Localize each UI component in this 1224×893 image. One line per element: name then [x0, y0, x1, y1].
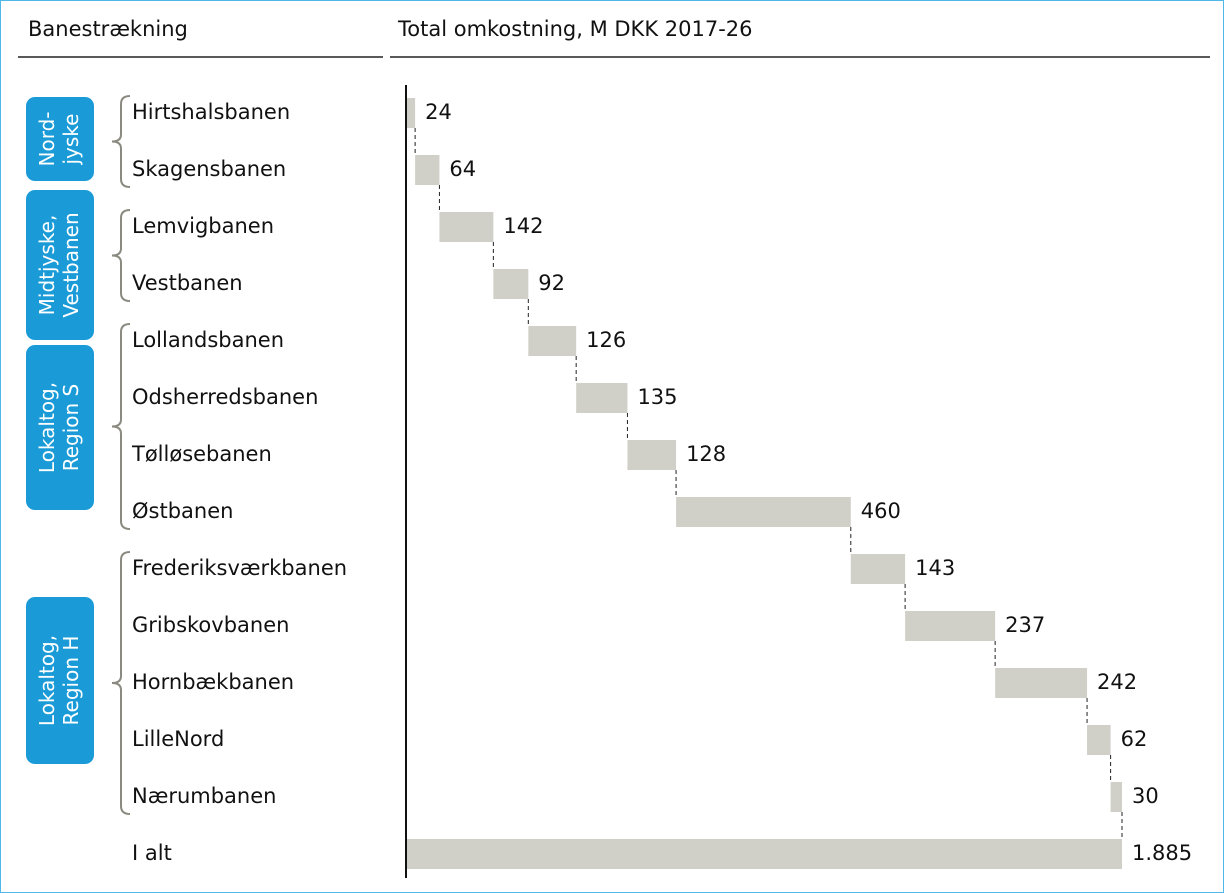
category-label: Gribskovbanen	[132, 613, 289, 637]
category-label: Hornbækbanen	[132, 670, 294, 694]
group-label: Lokaltog,Region H	[35, 635, 83, 726]
bar	[850, 554, 906, 584]
group-label-line: jyske	[59, 114, 83, 166]
bar	[1110, 782, 1122, 812]
group-brace	[111, 323, 131, 530]
category-label: I alt	[132, 841, 172, 865]
category-label: Vestbanen	[132, 271, 243, 295]
bar	[1087, 725, 1111, 755]
bar	[627, 440, 677, 470]
value-label: 143	[915, 556, 955, 580]
category-label: Tølløsebanen	[131, 442, 272, 466]
bar	[676, 497, 851, 527]
group-brace	[111, 209, 131, 302]
category-label: Hirtshalsbanen	[132, 100, 290, 124]
group-label-line: Vestbanen	[59, 212, 83, 317]
bar	[576, 383, 628, 413]
value-label: 460	[861, 499, 901, 523]
group-label-line: Region H	[59, 636, 83, 726]
group-box	[26, 345, 94, 510]
group-label-line: Lokaltog,	[35, 635, 59, 726]
bar	[415, 155, 440, 185]
category-label: Skagensbanen	[132, 157, 286, 181]
value-label: 242	[1097, 670, 1137, 694]
bar	[406, 98, 416, 128]
value-label: 30	[1132, 784, 1159, 808]
category-label: Lemvigbanen	[132, 214, 274, 238]
bar	[905, 611, 996, 641]
group-label-line: Region S	[59, 384, 83, 472]
group-label: Midtjyske,Vestbanen	[35, 212, 83, 317]
chart-title: Total omkostning, M DKK 2017-26	[397, 17, 753, 41]
group-label-line: Midtjyske,	[35, 215, 59, 316]
value-label: 92	[538, 271, 565, 295]
category-label: Lollandsbanen	[132, 328, 284, 352]
category-header: Banestrækning	[28, 17, 188, 41]
group-brace	[111, 551, 131, 815]
value-label: 62	[1121, 727, 1148, 751]
value-label: 135	[637, 385, 677, 409]
group-label: Lokaltog,Region S	[35, 382, 83, 473]
group-label: Nord-jyske	[35, 112, 83, 167]
bar	[439, 212, 494, 242]
group-brace	[111, 95, 131, 188]
category-label: Frederiksværkbanen	[132, 556, 347, 580]
bar	[995, 668, 1088, 698]
group-box	[26, 597, 94, 764]
group-label-line: Lokaltog,	[35, 382, 59, 473]
category-label: Østbanen	[132, 499, 233, 523]
value-label: 128	[686, 442, 726, 466]
value-label: 237	[1005, 613, 1045, 637]
group-box	[26, 97, 94, 181]
value-label: 64	[449, 157, 476, 181]
value-label: 24	[425, 100, 452, 124]
bar	[406, 839, 1122, 869]
value-label: 142	[503, 214, 543, 238]
category-label: Nærumbanen	[132, 784, 276, 808]
bar	[493, 269, 529, 299]
group-label-line: Nord-	[35, 112, 59, 167]
bar	[528, 326, 577, 356]
category-label: Odsherredsbanen	[132, 385, 318, 409]
category-label: LilleNord	[132, 727, 224, 751]
group-box	[26, 190, 94, 340]
value-label: 1.885	[1132, 841, 1192, 865]
value-label: 126	[586, 328, 626, 352]
